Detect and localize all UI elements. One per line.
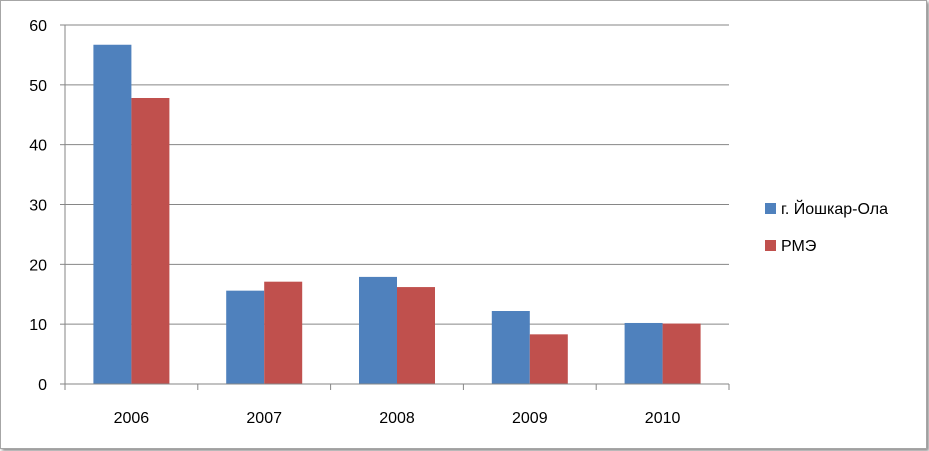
legend-swatch-yoshkar-ola — [765, 203, 776, 214]
bar-yoshkar-ola-2008 — [359, 276, 397, 384]
y-tick-label: 0 — [38, 377, 47, 394]
tick-labels: 0 10 20 30 40 50 60 2006 2007 2008 2009 2010 — [29, 18, 680, 427]
y-tick-label: 10 — [29, 317, 47, 334]
bar-yoshkar-ola-2007 — [226, 290, 265, 384]
y-tick-label: 20 — [29, 257, 47, 274]
bar-yoshkar-ola-2006 — [93, 44, 132, 385]
gridlines — [65, 24, 729, 325]
bar-yoshkar-ola-2010 — [624, 322, 663, 384]
bar-rme-2007 — [264, 281, 303, 384]
legend-label-yoshkar-ola: г. Йошкар-Ола — [781, 199, 888, 218]
y-tick-label: 30 — [29, 198, 47, 215]
y-tick-label: 60 — [29, 18, 47, 35]
bars — [93, 44, 701, 385]
bar-rme-2010 — [662, 323, 701, 384]
bar-rme-2008 — [397, 287, 435, 384]
x-tick-label: 2007 — [246, 410, 282, 427]
x-tick-label: 2010 — [645, 410, 681, 427]
y-tick-label: 50 — [29, 78, 47, 95]
x-tick-label: 2006 — [114, 410, 150, 427]
y-tick-label: 40 — [29, 138, 47, 155]
legend-swatch-rme — [765, 240, 776, 251]
axes — [60, 24, 730, 390]
x-tick-label: 2009 — [512, 410, 548, 427]
legend: г. Йошкар-Ола РМЭ — [765, 199, 888, 255]
bar-rme-2006 — [131, 97, 170, 384]
legend-label-rme: РМЭ — [781, 238, 816, 255]
x-tick-label: 2008 — [379, 410, 415, 427]
bar-yoshkar-ola-2009 — [491, 311, 530, 384]
bar-rme-2009 — [529, 334, 568, 384]
